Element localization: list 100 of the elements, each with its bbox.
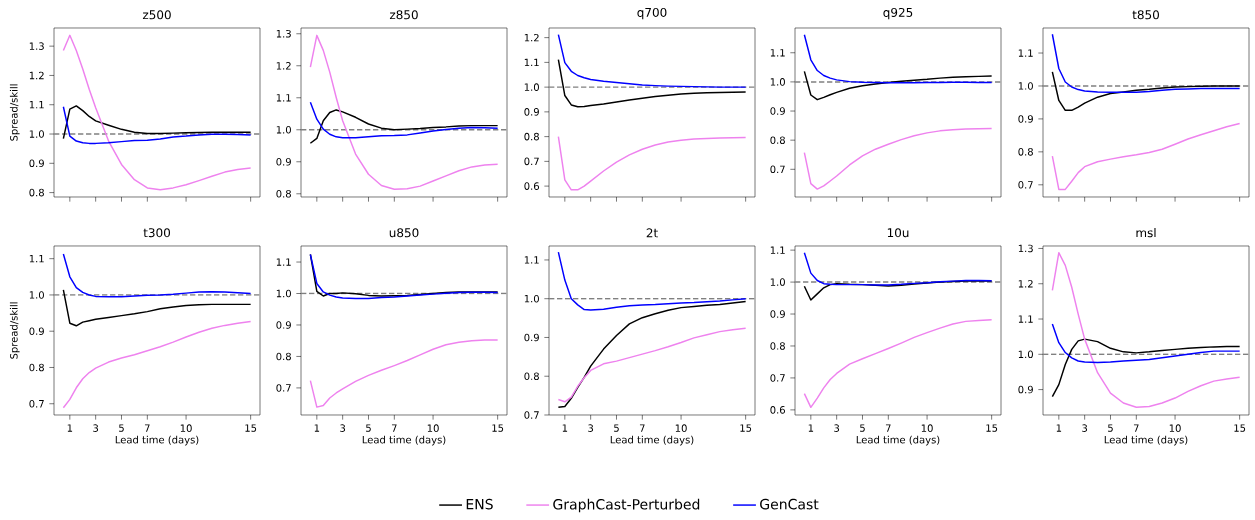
y-tick-label: 0.9 (29, 159, 44, 168)
line-series (1051, 122, 1241, 191)
line-series (309, 34, 499, 191)
y-tick-label: 1.2 (524, 33, 539, 42)
line-series (557, 300, 747, 408)
legend-label: GenCast (760, 498, 819, 510)
line-series (557, 135, 747, 191)
y-tick-label: 0.7 (1018, 181, 1033, 189)
line-series (309, 101, 499, 139)
y-tick-label: 1.2 (276, 62, 291, 70)
y-tick-label: 0.8 (770, 136, 785, 144)
x-axis-title: Lead time (days) (115, 435, 199, 446)
line-series (62, 320, 252, 409)
line-series (557, 251, 747, 311)
x-tick-label: 5 (614, 424, 619, 432)
y-tick-label: 0.9 (276, 158, 291, 166)
chart-title: q925 (883, 7, 913, 20)
x-axis-title: Lead time (days) (362, 435, 446, 446)
x-tick-label: 3 (588, 424, 594, 432)
line-series (62, 253, 252, 298)
y-tick-label: 0.8 (1018, 148, 1033, 156)
x-tick-label: 15 (245, 424, 257, 432)
y-tick-label: 0.9 (1018, 115, 1033, 123)
y-tick-label: 1.1 (29, 255, 44, 263)
x-tick-label: 15 (986, 424, 998, 432)
x-tick-label: 3 (1082, 424, 1088, 432)
x-tick-label: 1 (67, 424, 73, 432)
x-tick-label: 1 (562, 424, 568, 432)
y-tick-label: 0.7 (770, 165, 785, 174)
y-tick-label: 1.0 (1018, 350, 1033, 359)
y-tick-label: 0.8 (524, 372, 539, 381)
y-tick-label: 1.1 (29, 101, 44, 109)
y-tick-label: 1.3 (29, 42, 44, 50)
y-tick-label: 0.8 (276, 352, 291, 361)
y-tick-label: 1.2 (1018, 280, 1033, 288)
y-tick-label: 0.8 (29, 363, 44, 372)
line-series (557, 327, 747, 403)
x-tick-label: 10 (427, 424, 439, 432)
line-series (62, 34, 252, 191)
chart-title: 2t (646, 228, 658, 238)
y-tick-label: 0.9 (276, 321, 291, 329)
y-tick-label: 1.0 (770, 78, 785, 86)
line-series (309, 339, 499, 408)
line-series (803, 127, 993, 190)
chart-title: u850 (389, 228, 419, 238)
chart-title: z850 (389, 10, 418, 20)
y-axis-title: Spread/skill (9, 84, 20, 141)
x-tick-label: 10 (921, 424, 933, 432)
y-tick-label: 1.2 (29, 71, 44, 80)
y-axis-title: Spread/skill (9, 302, 20, 359)
y-tick-label: 1.1 (1018, 49, 1033, 57)
y-tick-label: 0.8 (276, 190, 291, 198)
y-tick-label: 1.0 (29, 130, 44, 138)
chart-title: z500 (142, 10, 171, 20)
y-tick-label: 0.8 (770, 342, 785, 350)
x-tick-label: 3 (834, 424, 840, 432)
chart-title: msl (1136, 227, 1156, 238)
line-series (557, 58, 747, 108)
y-tick-label: 0.8 (29, 188, 44, 197)
x-tick-label: 7 (885, 424, 891, 432)
y-tick-label: 0.9 (29, 327, 44, 335)
x-tick-label: 15 (740, 424, 752, 432)
x-tick-label: 15 (492, 424, 504, 432)
chart-title: 10u (887, 228, 909, 238)
y-tick-label: 1.1 (1018, 315, 1033, 323)
line-series (1051, 251, 1241, 408)
x-tick-label: 5 (366, 424, 371, 432)
y-tick-label: 0.9 (770, 107, 785, 115)
chart-title: t300 (143, 228, 171, 238)
x-tick-label: 7 (144, 424, 150, 432)
x-axis-title: Lead time (days) (856, 435, 940, 446)
y-tick-label: 1.0 (524, 83, 539, 91)
x-tick-label: 7 (1133, 424, 1139, 432)
x-axis-title: Lead time (days) (1104, 435, 1188, 446)
x-tick-label: 1 (808, 424, 814, 432)
y-tick-label: 0.7 (524, 157, 539, 166)
line-series (803, 70, 993, 101)
x-tick-label: 7 (639, 424, 645, 432)
y-tick-label: 1.1 (524, 58, 539, 67)
y-tick-label: 1.1 (770, 49, 785, 57)
y-tick-label: 1.3 (276, 29, 291, 38)
y-tick-label: 0.8 (524, 132, 539, 141)
x-tick-label: 5 (1108, 424, 1113, 432)
line-series (803, 319, 993, 409)
y-tick-label: 1.0 (276, 125, 291, 134)
y-tick-label: 1.3 (1018, 244, 1033, 253)
x-tick-label: 5 (119, 424, 124, 432)
legend-label: GraphCast-Perturbed (553, 498, 700, 513)
y-tick-label: 0.9 (524, 333, 539, 342)
y-tick-label: 0.7 (770, 374, 785, 382)
x-tick-label: 3 (93, 424, 99, 432)
y-tick-label: 0.6 (524, 182, 539, 190)
x-tick-label: 15 (1234, 424, 1246, 432)
line-series (1051, 338, 1241, 398)
y-tick-label: 0.6 (770, 406, 785, 414)
y-tick-label: 1.0 (276, 289, 291, 298)
chart-title: t850 (1132, 10, 1160, 20)
y-tick-label: 1.0 (29, 291, 44, 299)
y-tick-label: 0.7 (29, 399, 44, 408)
y-tick-label: 1.0 (524, 294, 539, 303)
